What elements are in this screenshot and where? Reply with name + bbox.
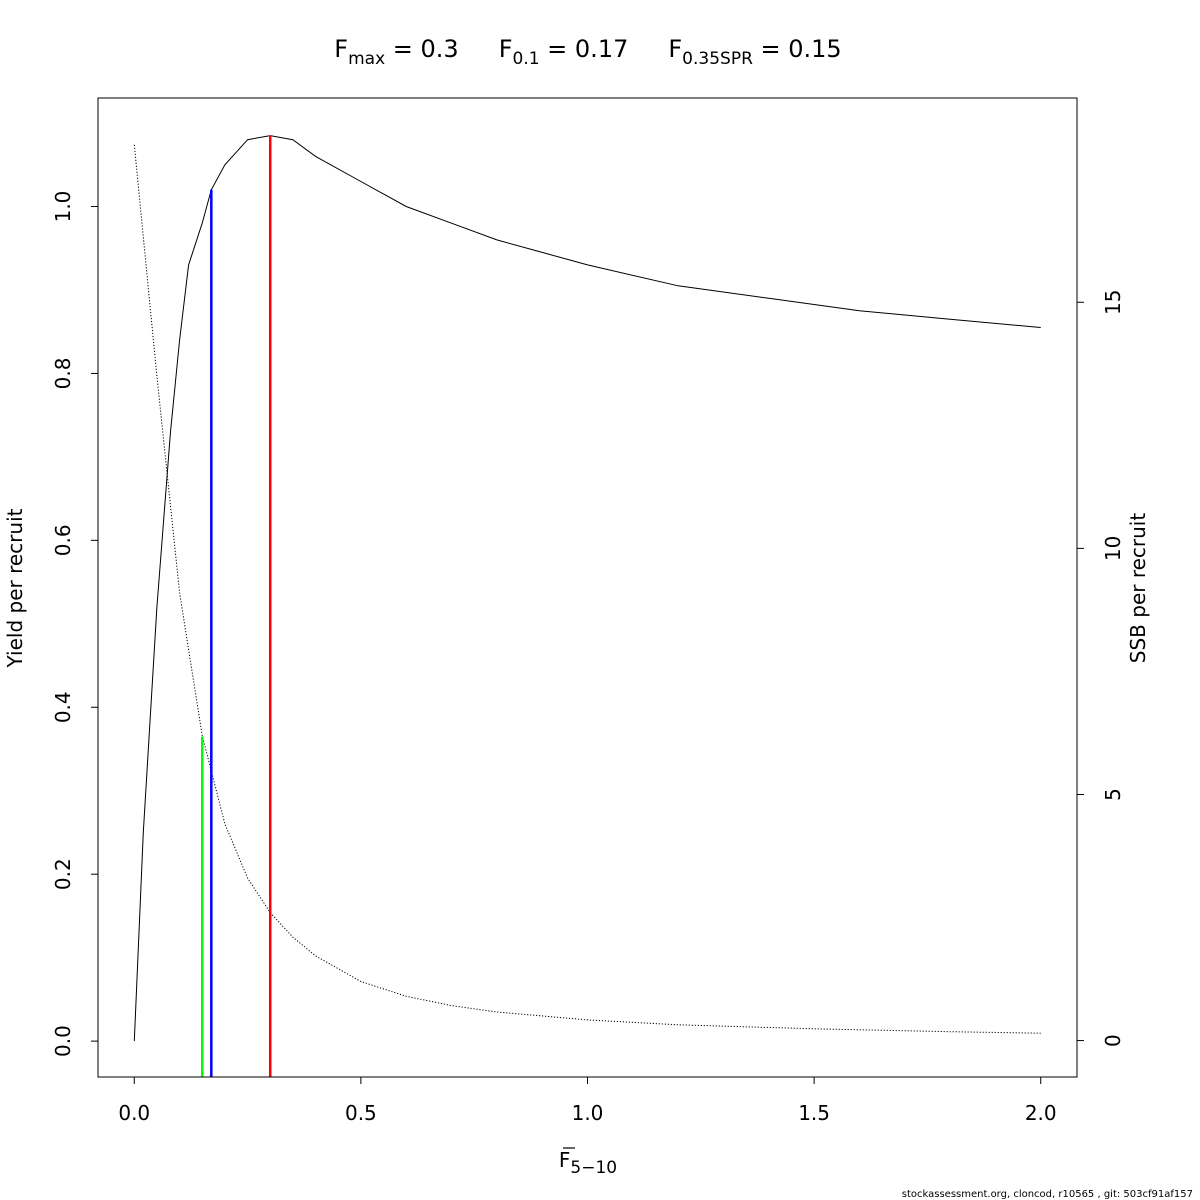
y-tick-label: 0.2 bbox=[51, 858, 75, 890]
x-axis-title: F5−10 bbox=[559, 1148, 617, 1178]
title-fmax-value: = 0.3 bbox=[385, 35, 459, 63]
title-f01-value: = 0.17 bbox=[540, 35, 629, 63]
x-tick-label: 1.5 bbox=[798, 1101, 830, 1125]
y-tick-label: 0.0 bbox=[51, 1025, 75, 1057]
y-tick-label: 1.0 bbox=[51, 191, 75, 223]
y2-axis-title: SSB per recruit bbox=[1126, 513, 1150, 664]
plot-marks bbox=[133, 135, 1041, 1077]
title-f01-sub: 0.1 bbox=[513, 49, 540, 69]
y-tick-label: 0.6 bbox=[51, 524, 75, 556]
x-axis-title-sub: 5−10 bbox=[570, 1158, 617, 1178]
x-axis-title-f: F bbox=[559, 1148, 571, 1172]
footer-note: stockassessment.org, cloncod, r10565 , g… bbox=[902, 1189, 1193, 1200]
yield-per-recruit-line bbox=[133, 135, 1041, 1042]
title-fmax-sub: max bbox=[348, 49, 385, 69]
chart-title: Fmax = 0.3 F0.1 = 0.17 F0.35SPR = 0.15 bbox=[334, 35, 841, 69]
y2-tick-label: 5 bbox=[1101, 788, 1125, 801]
x-tick-label: 2.0 bbox=[1025, 1101, 1057, 1125]
axes: 0.0 0.5 1.0 1.5 2.0 0.0 0.2 0.4 0.6 0.8 1.0 0 5 10 15 bbox=[51, 191, 1125, 1125]
y-tick-label: 0.4 bbox=[51, 691, 75, 723]
title-fmax-f: F bbox=[334, 35, 348, 63]
x-tick-label: 0.5 bbox=[345, 1101, 377, 1125]
y-axis-title: Yield per recruit bbox=[3, 508, 27, 668]
x-tick-label: 0.0 bbox=[118, 1101, 150, 1125]
title-f01-f: F bbox=[499, 35, 513, 63]
ssb-per-recruit-line bbox=[133, 144, 1041, 1034]
y-tick-label: 0.8 bbox=[51, 358, 75, 390]
plot-frame bbox=[97, 97, 1078, 1078]
x-tick-label: 1.0 bbox=[572, 1101, 604, 1125]
title-fspr-sub: 0.35SPR bbox=[682, 49, 753, 69]
title-fspr-value: = 0.15 bbox=[753, 35, 842, 63]
y2-tick-label: 0 bbox=[1101, 1034, 1125, 1047]
title-fspr-f: F bbox=[668, 35, 682, 63]
y2-tick-label: 15 bbox=[1101, 290, 1125, 315]
y2-tick-label: 10 bbox=[1101, 536, 1125, 561]
